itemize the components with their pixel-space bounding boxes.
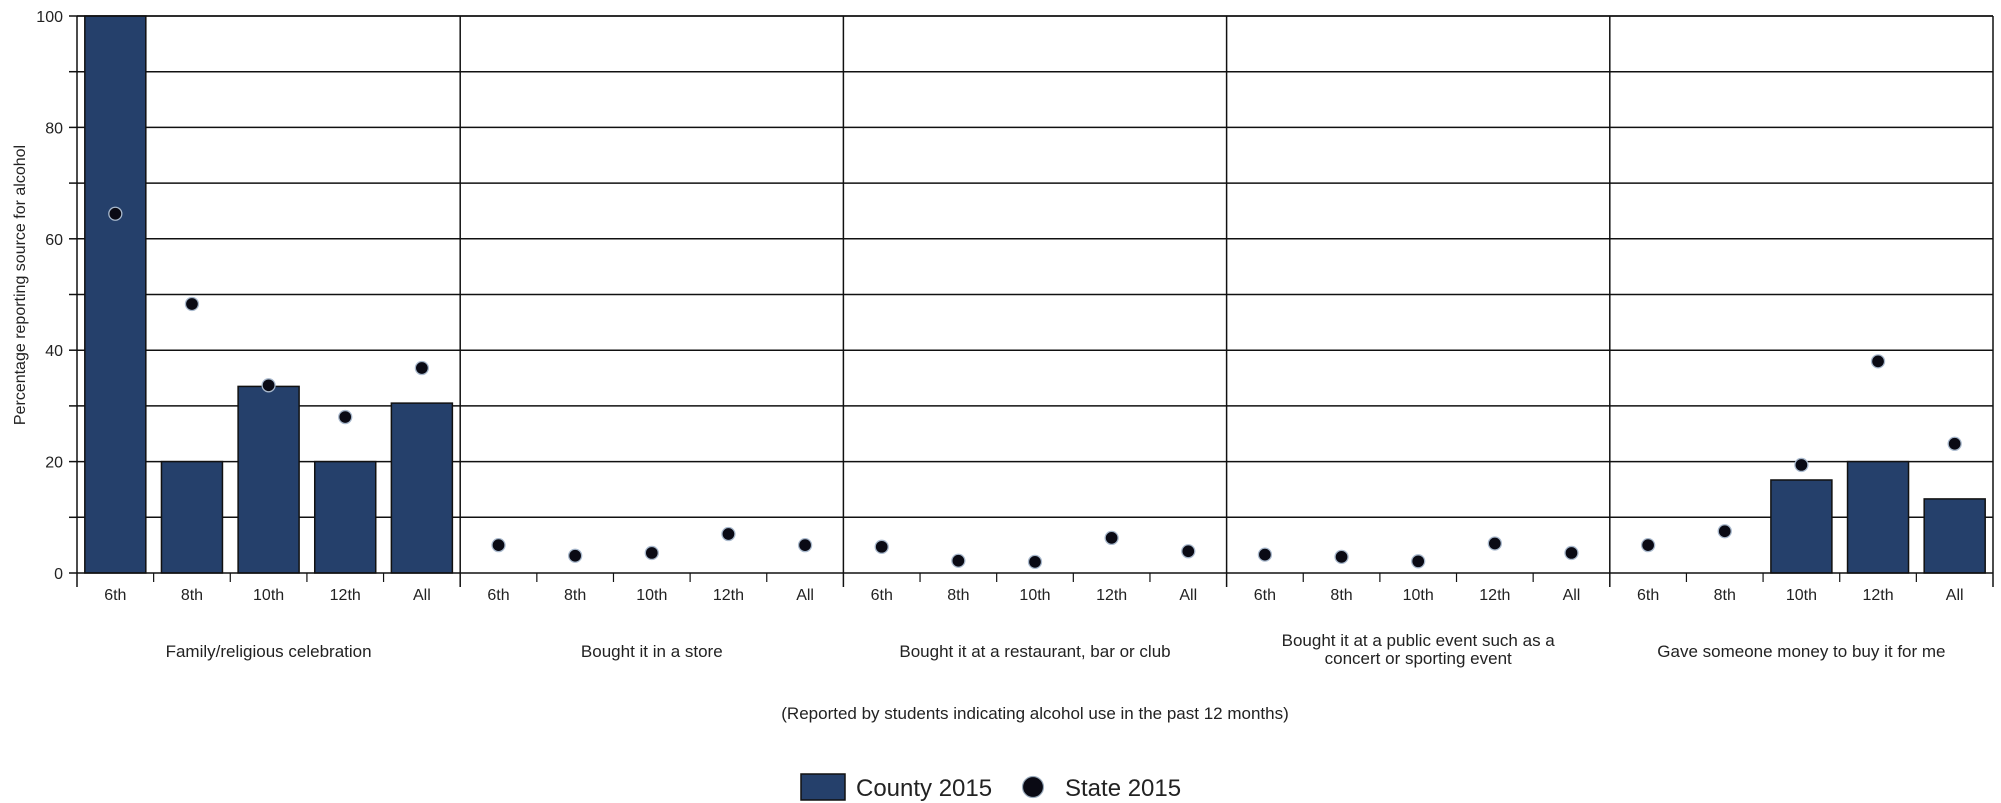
group-label: Gave someone money to buy it for me [1657,642,1945,661]
county-bar [1846,460,1910,574]
x-tick-label: All [1563,587,1581,604]
x-tick-label: 10th [1019,587,1050,604]
state-dot [1794,457,1809,473]
state-dot [1334,549,1349,564]
x-tick-label: 6th [104,587,126,604]
y-tick-label: 0 [54,566,63,583]
x-tick-label: 12th [1096,587,1127,604]
x-tick-label: 6th [871,587,893,604]
state-dot [1717,524,1732,539]
state-dot [1947,436,1962,451]
x-tick-label: 8th [1330,587,1352,604]
legend-label-state: State 2015 [1065,775,1181,802]
state-dot [1640,538,1656,553]
state-dot [261,378,276,393]
county-bar [84,15,147,574]
x-tick-label: 8th [181,587,203,604]
county-bar [237,385,300,574]
group-label: Bought it at a public event such as a [1282,631,1556,650]
county-bar [1770,479,1833,574]
x-tick-label: All [1946,587,1964,604]
group-label: Bought it in a store [581,642,723,661]
x-tick-label: 8th [947,587,969,604]
legend-swatch-state [1021,775,1045,799]
x-tick-label: 8th [1714,587,1736,604]
state-dot [951,553,966,568]
state-dot [338,409,353,425]
x-tick-label: All [413,587,431,604]
x-tick-label: 10th [1403,587,1434,604]
state-dot [184,296,200,312]
state-dot [1104,530,1119,546]
state-dot [568,548,583,563]
group-label: Bought it at a restaurant, bar or club [899,642,1170,661]
state-dot [1027,554,1043,570]
x-tick-label: 10th [1786,587,1817,604]
x-tick-label: 10th [253,587,284,604]
state-dot [1870,354,1886,369]
state-dot [1257,547,1273,562]
state-dot [797,538,813,553]
legend-swatch-county [800,773,846,801]
frame-layer [69,15,1994,587]
county-bar [160,460,224,574]
label-layer: 0 20 40 60 80 100 6th 8th 10th 12th All Family/reli… [36,9,1963,668]
x-tick-label: 6th [487,587,509,604]
x-tick-label: All [1179,587,1197,604]
dot-layer [108,206,1962,570]
legend: County 2015 State 2015 [800,773,1181,802]
county-bar [390,402,454,574]
county-bar [313,460,377,574]
x-tick-label: 6th [1254,587,1276,604]
county-bar [1923,498,1986,574]
y-tick-label: 80 [45,120,63,137]
x-tick-label: 12th [1862,587,1893,604]
y-tick-label: 20 [45,455,63,472]
y-tick-label: 100 [36,9,63,26]
state-dot [874,539,889,554]
state-dot [491,538,506,553]
group-label: Family/religious celebration [166,642,372,661]
x-tick-label: 12th [330,587,361,604]
x-tick-label: 6th [1637,587,1659,604]
state-dot [1487,536,1502,551]
x-tick-label: 8th [564,587,586,604]
legend-label-county: County 2015 [856,775,992,802]
state-dot [1181,544,1196,559]
grid-layer [77,15,1993,519]
x-tick-label: 12th [713,587,744,604]
state-dot [1564,545,1579,561]
y-tick-label: 40 [45,343,63,360]
state-dot [108,206,123,221]
y-tick-label: 60 [45,232,63,249]
x-tick-label: 12th [1479,587,1510,604]
x-axis-title: (Reported by students indicating alcohol… [781,704,1288,723]
group-label: concert or sporting event [1325,649,1512,668]
state-dot [1411,554,1426,569]
state-dot [414,360,430,376]
state-dot [644,545,659,561]
state-dot [721,526,736,542]
x-tick-label: 10th [636,587,667,604]
y-axis-title: Percentage reporting source for alcohol [12,145,29,425]
x-tick-label: All [796,587,814,604]
